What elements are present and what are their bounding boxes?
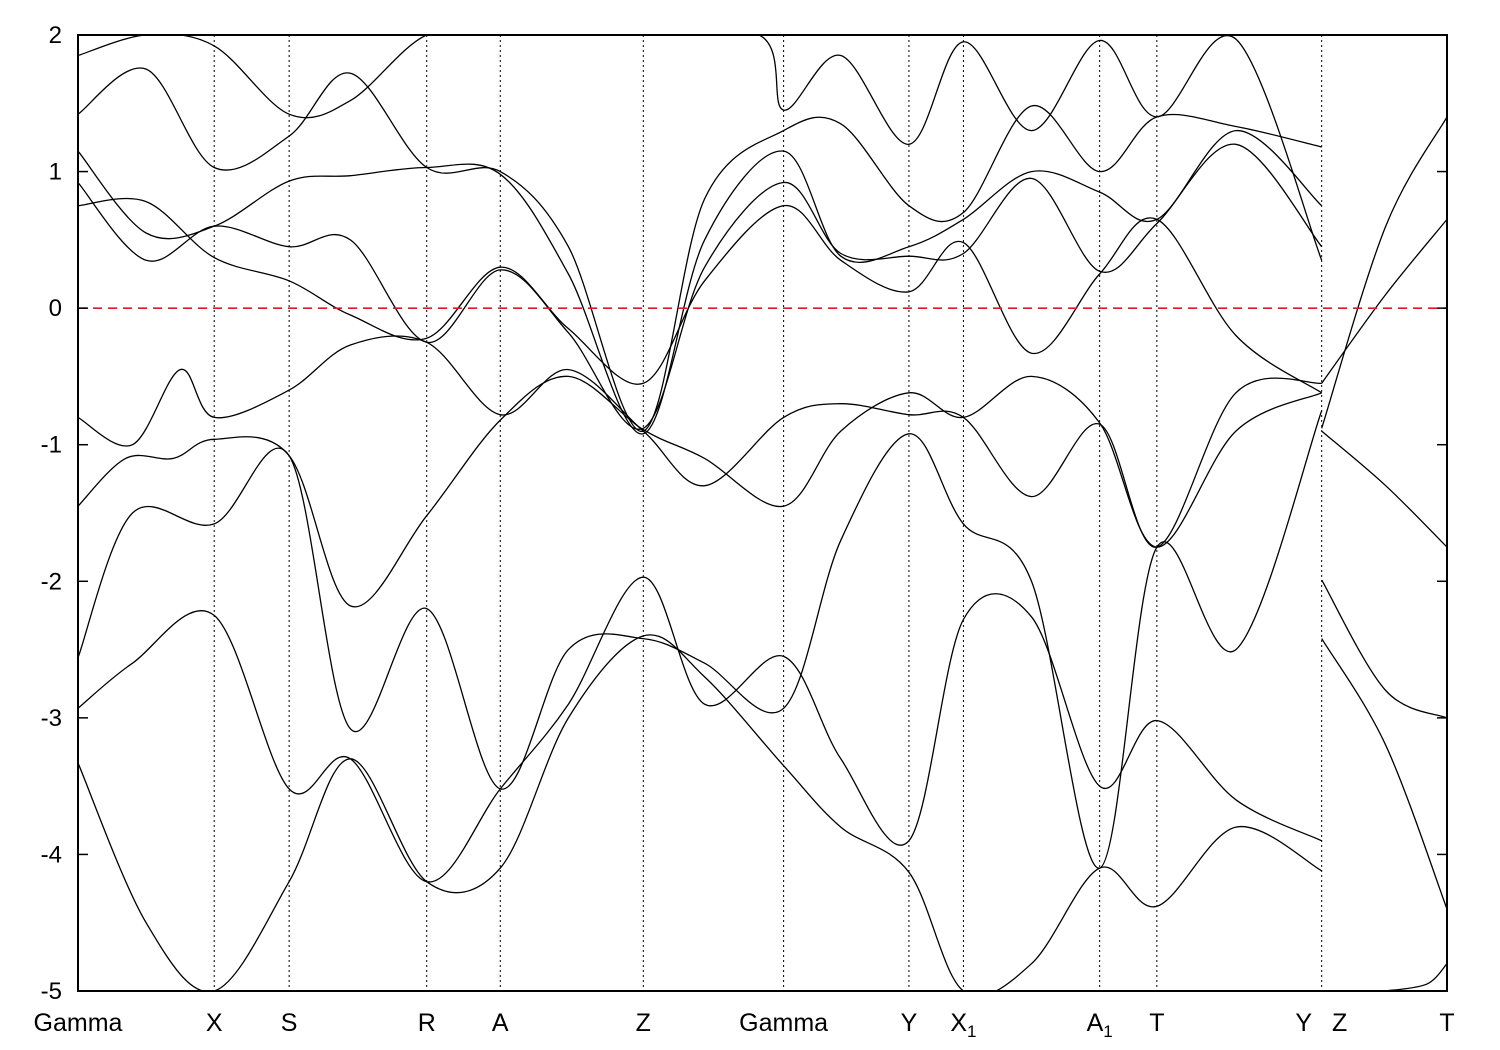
kpoint-label: Z [636,1009,651,1037]
kpoint-label: Z [1332,1009,1347,1037]
band-line [1321,116,1447,429]
kpoint-label: T [1439,1009,1454,1037]
kpoint-label: Y [1295,1009,1312,1037]
kpoint-label: Gamma [739,1009,828,1037]
band-line [78,410,1323,869]
band-curves [78,35,1447,991]
band-line [78,197,1323,394]
band-line [1321,218,1447,384]
band-line [78,143,1323,430]
band-line [78,35,1323,261]
kpoint-label: Gamma [34,1009,123,1037]
y-tick-label: 2 [49,22,62,49]
high-symmetry-lines [213,35,1323,991]
kpoint-label: A1 [1087,1009,1113,1041]
y-tick-label: 1 [49,159,62,186]
y-tick-label: -1 [41,432,62,459]
y-tick-label: 0 [49,295,62,322]
band-line [78,634,1322,991]
band-line [78,129,1323,435]
y-tick-label: -4 [41,841,62,868]
kpoint-label: T [1149,1009,1164,1037]
x-axis: Gamma X S R A Z Gamma Y X1 A1 T Y Z T [34,1009,1455,1041]
kpoint-label: X1 [950,1009,976,1041]
band-line [78,375,1322,608]
band-line [78,576,1322,883]
kpoint-label: Y [901,1009,918,1037]
band-line [1321,579,1447,719]
kpoint-label: R [418,1009,436,1037]
y-tick-label: -3 [41,705,62,732]
band-line [78,335,1322,548]
band-line [1321,430,1447,548]
band-line [1385,963,1447,991]
y-tick-label: -5 [41,978,62,1005]
kpoint-label: S [281,1009,298,1037]
y-axis: 2 1 0 -1 -2 -3 -4 -5 [41,22,1447,1005]
y-tick-label: -2 [41,568,62,595]
band-line [1321,638,1447,910]
kpoint-label: A [492,1009,509,1037]
band-line [78,67,1322,432]
plot-frame [77,34,1448,992]
kpoint-label: X [206,1009,223,1037]
